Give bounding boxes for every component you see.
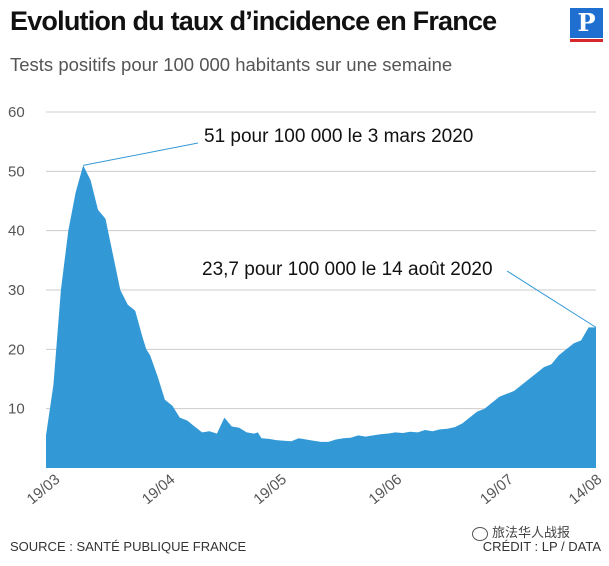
annotation-peak: 51 pour 100 000 le 3 mars 2020 xyxy=(204,126,473,147)
x-tick-label: 19/07 xyxy=(477,471,517,508)
y-tick-label: 60 xyxy=(8,104,25,121)
x-tick-label: 19/05 xyxy=(250,471,290,508)
logo-underline xyxy=(570,39,603,42)
y-tick-label: 30 xyxy=(8,282,25,299)
annotation-leader-latest xyxy=(506,270,597,328)
y-tick-label: 40 xyxy=(8,223,25,240)
chart-subtitle: Tests positifs pour 100 000 habitants su… xyxy=(10,54,453,75)
incidence-area-series xyxy=(46,165,596,468)
x-tick-label: 19/03 xyxy=(24,471,64,508)
wechat-label: 旅法华人战报 xyxy=(492,525,571,540)
wechat-icon xyxy=(472,526,488,541)
annotation-latest: 23,7 pour 100 000 le 14 août 2020 xyxy=(202,259,493,280)
y-tick-label: 20 xyxy=(8,341,25,358)
x-tick-label: 19/04 xyxy=(139,471,179,508)
chart-title: Evolution du taux d’incidence en France xyxy=(10,6,497,36)
x-tick-label: 14/08 xyxy=(566,471,606,508)
wechat-watermark: 旅法华人战报 xyxy=(472,522,570,541)
credit-note: CRÉDIT : LP / DATA xyxy=(482,539,601,554)
source-note: SOURCE : SANTÉ PUBLIQUE FRANCE xyxy=(10,539,247,554)
publisher-logo: P xyxy=(570,8,603,42)
y-tick-label: 10 xyxy=(8,401,25,418)
annotation-leader-peak xyxy=(83,142,199,166)
logo-letter: P xyxy=(570,8,603,38)
annotations: 51 pour 100 000 le 3 mars 2020 23,7 pour … xyxy=(83,126,597,328)
y-tick-label: 50 xyxy=(8,163,25,180)
x-tick-label: 19/06 xyxy=(366,471,406,508)
